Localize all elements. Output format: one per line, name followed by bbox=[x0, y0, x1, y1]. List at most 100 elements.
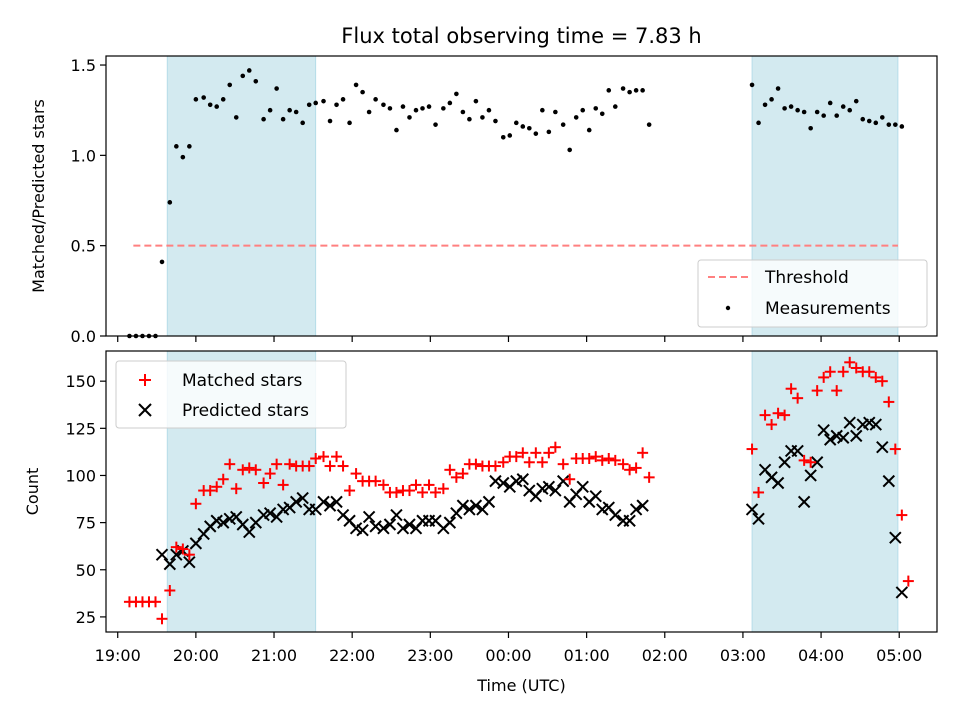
matched-star-point bbox=[497, 456, 509, 468]
measurement-point bbox=[567, 147, 572, 153]
predicted-star-point bbox=[183, 556, 196, 569]
top-y-tick-label: 1.0 bbox=[71, 146, 96, 165]
matched-star-point bbox=[243, 462, 255, 474]
predicted-star-point bbox=[843, 416, 856, 429]
matched-star-point bbox=[271, 458, 283, 470]
measurement-point bbox=[193, 97, 199, 102]
x-tick-label: 21:00 bbox=[251, 646, 297, 665]
measurement-point bbox=[847, 107, 853, 113]
matched-star-point bbox=[609, 454, 621, 466]
predicted-star-point bbox=[549, 484, 562, 497]
bottom-legend-box bbox=[115, 360, 347, 429]
measurement-point bbox=[340, 97, 346, 102]
measurement-point bbox=[327, 118, 333, 124]
measurement-point bbox=[454, 91, 459, 97]
matched-star-point bbox=[902, 575, 914, 587]
predicted-star-point bbox=[589, 490, 602, 503]
matched-star-point bbox=[831, 385, 843, 397]
predicted-star-point bbox=[263, 506, 277, 520]
bottom-y-tick-label: 50 bbox=[76, 561, 96, 580]
predicted-star-point bbox=[609, 508, 622, 522]
top-legend: Threshold Measurements bbox=[697, 259, 928, 328]
measurement-point bbox=[407, 115, 412, 120]
matched-star-point bbox=[457, 468, 469, 480]
matched-star-point bbox=[792, 392, 804, 404]
predicted-star-point bbox=[289, 495, 303, 509]
matched-star-point bbox=[596, 454, 608, 466]
x-tick-label: 01:00 bbox=[564, 646, 610, 665]
measurement-point bbox=[821, 113, 826, 118]
matched-star-point bbox=[450, 471, 462, 483]
matched-star-point bbox=[624, 464, 636, 476]
predicted-star-point bbox=[330, 495, 343, 509]
matched-star-point bbox=[344, 485, 356, 497]
bottom-y-ticks: 25 50 75 100 125 150 bbox=[65, 372, 106, 627]
measurement-point bbox=[873, 120, 879, 126]
matched-star-point bbox=[850, 362, 862, 374]
predicted-star-point bbox=[356, 523, 369, 537]
predicted-star-point bbox=[456, 499, 470, 512]
top-y-tick-label: 0.5 bbox=[71, 237, 96, 256]
measurement-point bbox=[480, 115, 485, 120]
measurement-point bbox=[433, 122, 438, 127]
measurement-point bbox=[473, 98, 479, 104]
matched-star-point bbox=[437, 483, 449, 495]
matched-star-point bbox=[444, 464, 456, 476]
measurement-point bbox=[834, 113, 840, 118]
measurement-point bbox=[633, 88, 639, 93]
measurement-point bbox=[612, 104, 618, 109]
x-tick-label: 00:00 bbox=[485, 646, 531, 665]
measurement-point bbox=[546, 129, 552, 135]
predicted-star-point bbox=[791, 444, 804, 458]
bottom-observing-windows bbox=[166, 350, 899, 633]
measurement-point bbox=[287, 107, 292, 113]
measurement-point bbox=[606, 88, 612, 93]
measurement-point bbox=[447, 100, 453, 106]
matched-star-point bbox=[237, 464, 249, 476]
top-y-tick-label: 0.0 bbox=[71, 327, 96, 346]
matched-star-point bbox=[517, 447, 529, 459]
legend-predicted-swatch bbox=[138, 403, 152, 417]
matched-star-point bbox=[785, 383, 797, 395]
measurement-point bbox=[353, 82, 359, 88]
predicted-star-point bbox=[752, 512, 765, 526]
predicted-star-point bbox=[317, 495, 330, 509]
count-panel: 25 50 75 100 125 150 19:00 20:00 21:00 22:00 23:0… bbox=[23, 350, 938, 695]
matched-star-point bbox=[549, 441, 561, 453]
top-axes-frame bbox=[105, 55, 938, 337]
measurement-point bbox=[808, 125, 813, 131]
measurement-point bbox=[441, 106, 446, 111]
measurement-point bbox=[814, 109, 820, 115]
measurement-point bbox=[246, 68, 252, 73]
measurement-point bbox=[306, 102, 312, 108]
matched-star-point bbox=[350, 468, 362, 480]
matched-star-point bbox=[377, 479, 389, 491]
bottom-legend: Matched stars Predicted stars bbox=[115, 360, 347, 429]
measurement-point bbox=[321, 98, 326, 104]
measurement-point bbox=[334, 102, 339, 108]
measurement-point bbox=[159, 259, 165, 265]
matched-star-point bbox=[818, 371, 830, 383]
measurement-point bbox=[373, 97, 378, 102]
matched-star-point bbox=[536, 456, 548, 468]
matched-star-point bbox=[630, 462, 642, 474]
matched-star-point bbox=[337, 460, 349, 472]
top-y-ticks: 0.0 0.5 1.0 1.5 bbox=[71, 56, 106, 346]
measurement-point bbox=[274, 86, 279, 91]
matched-star-point bbox=[183, 549, 195, 561]
measurement-point bbox=[280, 116, 286, 122]
measurement-point bbox=[227, 82, 233, 88]
top-observing-window-0 bbox=[166, 55, 317, 337]
predicted-star-point bbox=[189, 537, 203, 550]
legend-predicted-marker bbox=[138, 403, 152, 417]
matched-star-point bbox=[896, 509, 908, 521]
matched-star-point bbox=[264, 468, 276, 480]
matched-star-point bbox=[470, 458, 482, 470]
matched-star-point bbox=[284, 458, 296, 470]
measurement-point bbox=[486, 107, 492, 113]
measurement-point bbox=[233, 115, 239, 120]
matched-star-point bbox=[190, 498, 202, 510]
matched-star-point bbox=[637, 447, 649, 459]
predicted-star-point bbox=[623, 514, 636, 527]
matched-star-point bbox=[844, 356, 856, 368]
